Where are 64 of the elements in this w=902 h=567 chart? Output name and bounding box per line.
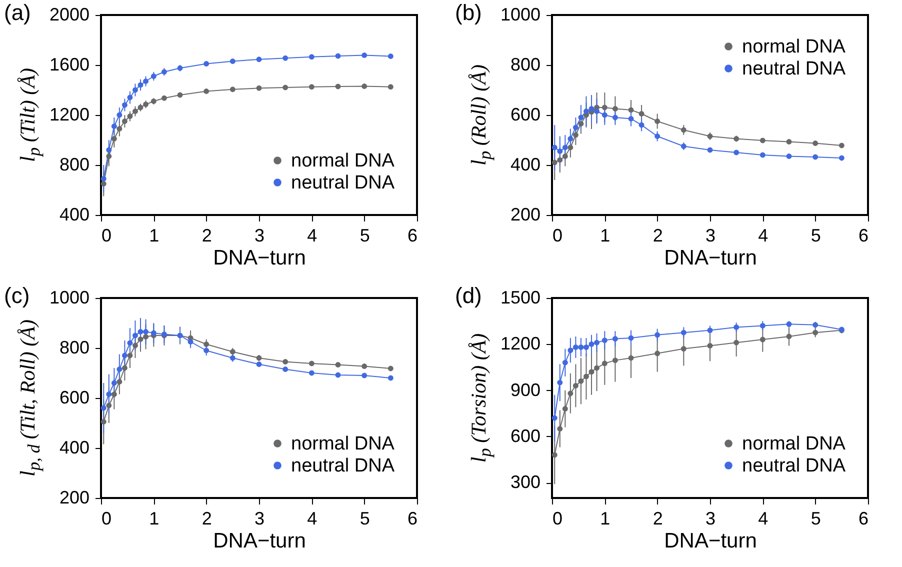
x-tick-label: 0 xyxy=(552,226,563,246)
x-axis-title: DNA−turn xyxy=(213,530,306,552)
legend-label: neutral DNA xyxy=(291,456,395,476)
x-tick-label: 4 xyxy=(307,226,318,246)
x-tick-label: 3 xyxy=(705,508,716,528)
x-tick-label: 6 xyxy=(858,508,868,528)
text: (a) xyxy=(4,0,31,26)
y-tick-label: 400 xyxy=(59,204,90,224)
x-tick-label: 2 xyxy=(652,226,663,246)
y-tick-label: 600 xyxy=(510,426,540,446)
y-tick-label: 1500 xyxy=(500,288,540,308)
text: (d) xyxy=(455,283,482,309)
legend-label: neutral DNA xyxy=(742,456,846,476)
y-tick-label: 1200 xyxy=(49,104,90,124)
legend-label: normal DNA xyxy=(291,434,395,454)
x-axis-title: DNA−turn xyxy=(213,246,306,270)
x-tick-label: 1 xyxy=(149,226,160,246)
y-tick-label: 1000 xyxy=(49,288,90,308)
x-tick-label: 0 xyxy=(552,508,563,528)
y-tick-label: 600 xyxy=(510,104,540,124)
x-tick-label: 1 xyxy=(149,508,160,528)
legend-label: neutral DNA xyxy=(742,58,846,80)
x-tick-label: 3 xyxy=(254,226,265,246)
y-tick-label: 200 xyxy=(510,204,540,224)
x-tick-label: 3 xyxy=(254,508,265,528)
x-tick-label: 6 xyxy=(407,226,418,246)
text: (b) xyxy=(455,0,482,26)
legend-label: normal DNA xyxy=(291,150,395,172)
y-tick-label: 1000 xyxy=(500,4,540,24)
x-axis-title: DNA−turn xyxy=(664,530,757,552)
y-tick-label: 800 xyxy=(59,154,90,174)
legend-label: normal DNA xyxy=(742,434,846,454)
legend-label: neutral DNA xyxy=(291,172,395,194)
y-tick-label: 2000 xyxy=(49,4,90,24)
y-tick-label: 900 xyxy=(510,380,540,400)
x-tick-label: 2 xyxy=(202,226,212,246)
x-tick-label: 2 xyxy=(652,508,663,528)
y-tick-label: 800 xyxy=(510,54,540,74)
y-tick-label: 600 xyxy=(59,388,90,408)
x-tick-label: 5 xyxy=(360,508,370,528)
x-tick-label: 5 xyxy=(810,226,821,246)
x-tick-label: 4 xyxy=(307,508,318,528)
x-tick-label: 6 xyxy=(858,226,868,246)
y-tick-label: 1200 xyxy=(500,334,540,354)
x-tick-label: 3 xyxy=(705,226,716,246)
x-tick-label: 4 xyxy=(758,226,768,246)
x-tick-label: 2 xyxy=(202,508,212,528)
y-tick-label: 400 xyxy=(510,154,540,174)
x-tick-label: 1 xyxy=(600,508,610,528)
x-tick-label: 6 xyxy=(407,508,418,528)
x-tick-label: 5 xyxy=(360,226,370,246)
x-tick-label: 5 xyxy=(810,508,821,528)
y-tick-label: 800 xyxy=(59,338,90,358)
y-tick-label: 1600 xyxy=(49,54,90,74)
x-axis-title: DNA−turn xyxy=(664,246,757,270)
x-tick-label: 4 xyxy=(758,508,768,528)
y-tick-label: 200 xyxy=(59,488,90,508)
text: (c) xyxy=(4,283,30,309)
legend-label: normal DNA xyxy=(742,36,846,58)
y-tick-label: 300 xyxy=(510,472,540,492)
x-tick-label: 0 xyxy=(102,226,112,246)
y-tick-label: 400 xyxy=(59,438,90,458)
x-tick-label: 0 xyxy=(102,508,112,528)
x-tick-label: 1 xyxy=(600,226,610,246)
